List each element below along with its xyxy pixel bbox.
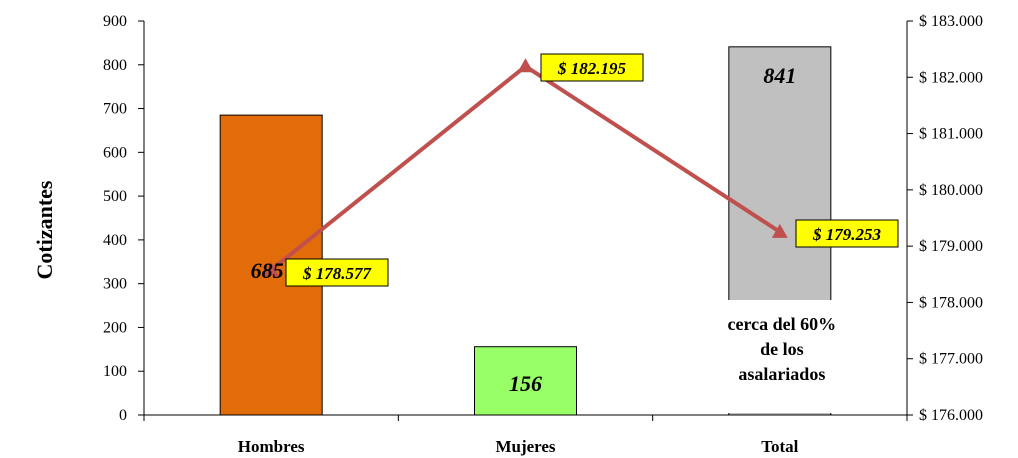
- bar-value-label: 841: [763, 63, 796, 88]
- y2-tick-label: $ 178.000: [919, 294, 983, 311]
- y2-tick-label: $ 183.000: [919, 13, 983, 30]
- annotation-line: asalariados: [738, 364, 825, 384]
- y-tick-label: 400: [103, 232, 127, 249]
- line-value-box: [540, 53, 644, 82]
- x-tick-label: Hombres: [238, 437, 305, 456]
- y-tick-label: 500: [103, 188, 127, 205]
- line-value-box: [285, 258, 389, 287]
- y2-tick-label: $ 182.000: [919, 69, 983, 86]
- bar-mujeres: [474, 346, 577, 416]
- line-value-label: $ 179.253: [812, 225, 882, 244]
- y-tick-label: 900: [103, 13, 127, 30]
- y-tick-label: 100: [103, 363, 127, 380]
- y2-tick-label: $ 179.000: [919, 238, 983, 255]
- line-marker: [517, 58, 534, 73]
- annotation-line: de los: [760, 339, 804, 359]
- y-tick-label: 800: [103, 57, 127, 74]
- line-series: [269, 64, 781, 272]
- x-tick-label: Mujeres: [495, 437, 555, 456]
- line-value-box: [795, 219, 899, 248]
- y2-tick-label: $ 176.000: [919, 407, 983, 424]
- line-marker: [263, 261, 280, 276]
- y-axis-label: Cotizantes: [32, 180, 57, 279]
- x-tick-label: Total: [761, 437, 798, 456]
- y-tick-label: 0: [119, 407, 127, 424]
- line-value-label: $ 182.195: [557, 59, 627, 78]
- annotation-line: cerca del 60%: [728, 314, 837, 334]
- bar-value-label: 685: [251, 258, 284, 283]
- line-value-label: $ 178.577: [302, 264, 373, 283]
- y2-tick-label: $ 177.000: [919, 351, 983, 368]
- y2-tick-label: $ 180.000: [919, 182, 983, 199]
- y-tick-label: 700: [103, 101, 127, 118]
- y2-tick-label: $ 181.000: [919, 126, 983, 143]
- y-tick-label: 600: [103, 144, 127, 161]
- line-marker: [771, 223, 788, 238]
- y-tick-label: 200: [103, 319, 127, 336]
- bar-value-label: 156: [509, 371, 542, 396]
- annotation-box: [726, 300, 833, 413]
- y-tick-label: 300: [103, 276, 127, 293]
